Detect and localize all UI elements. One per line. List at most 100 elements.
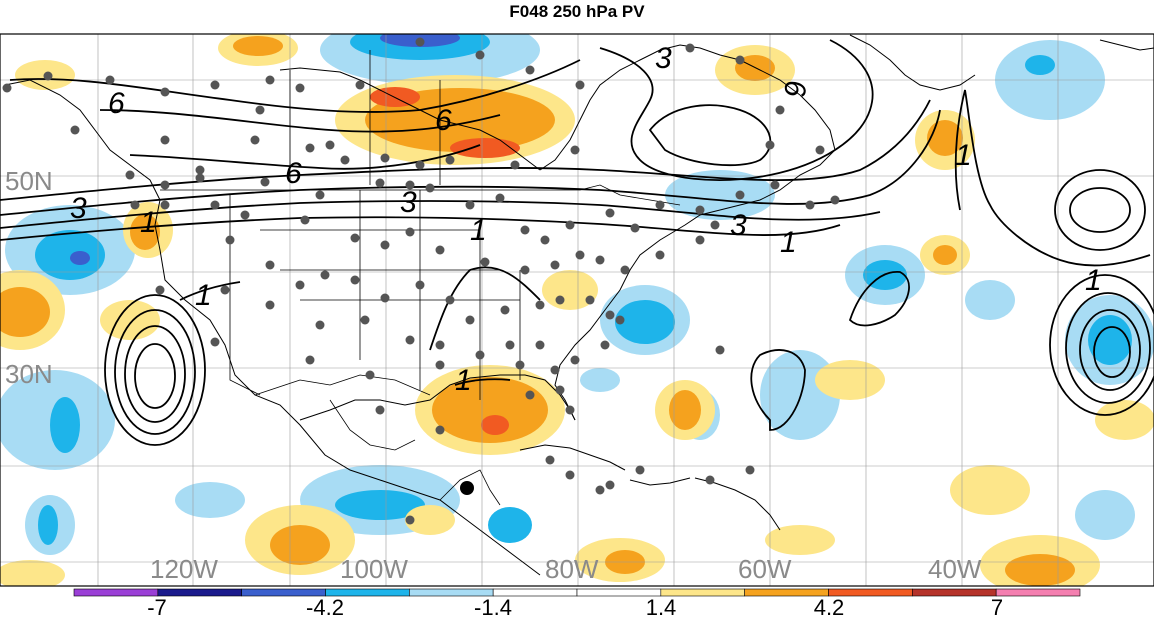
colorbar-label: -7 [147,595,167,619]
contour-label: 1 [140,206,157,239]
station-marker [250,135,260,145]
station-marker [525,390,535,400]
pv-blob-neg [1088,315,1132,365]
pv-contour [0,216,841,241]
station-marker [830,195,840,205]
station-marker [575,80,585,90]
station-marker [695,235,705,245]
station-marker [735,55,745,65]
pv-blob-pos [815,360,885,400]
lat-label-50n: 50N [5,166,53,196]
station-marker [155,285,165,295]
station-marker [360,315,370,325]
station-marker [43,71,53,81]
pv-contour [104,294,206,446]
station-marker [435,245,445,255]
station-marker [315,320,325,330]
pv-blob-neg [580,368,620,392]
station-marker [735,190,745,200]
colorbar-segment [995,588,1081,597]
station-marker [520,225,530,235]
pv-contour [0,109,941,216]
station-marker [405,515,415,525]
station-marker [355,80,365,90]
pv-blob-pos [100,300,160,340]
pv-contour [1093,326,1131,378]
colorbar-labels: -7 -4.2 -1.4 1.4 4.2 7 [147,595,1003,619]
pv-blob-neg [1025,55,1055,75]
station-markers [2,37,840,525]
station-marker [260,177,270,187]
pv-contour [454,378,511,386]
contour-label: 6 [435,104,452,137]
contour-label: 3 [400,186,417,219]
colorbar-segment [157,588,242,597]
station-marker [375,178,385,188]
station-marker [715,345,725,355]
pv-contour [648,104,772,167]
station-marker [600,340,610,350]
contour-labels: 6 6 6 6 3 3 3 3 1 1 1 1 1 1 1 [70,42,1102,397]
pv-contour [599,39,874,181]
map-plot-area: 6 6 6 6 3 3 3 3 1 1 1 1 1 1 1 50N 30N 12… [0,34,1154,586]
colorbar-label: 4.2 [814,595,845,619]
station-marker [265,260,275,270]
pv-contours [0,39,1154,446]
station-marker [305,355,315,365]
contour-label: 1 [195,279,212,312]
pv-blob-neg [615,300,675,344]
pv-contour [134,343,176,409]
station-marker [535,340,545,350]
station-marker [620,265,630,275]
pv-blob-pos [432,377,548,443]
highlight-station-marker [460,481,474,495]
station-marker [635,465,645,475]
station-marker [525,65,535,75]
station-marker [240,210,250,220]
station-marker [495,193,505,203]
station-marker [775,105,785,115]
station-marker [685,43,695,53]
pv-blob-pos [270,525,330,565]
station-marker [415,37,425,47]
contour-label: 3 [730,209,747,242]
station-marker [705,475,715,485]
pv-blob-pos [669,390,701,430]
station-marker [375,405,385,415]
station-marker [565,220,575,230]
contour-label: 1 [780,226,797,259]
lon-label-100w: 100W [340,554,408,584]
station-marker [210,80,220,90]
pv-blob-pos [1005,554,1075,586]
colorbar-segment [912,588,997,597]
colorbar-label: 1.4 [646,595,677,619]
pv-contour [0,99,931,201]
contour-label: 6 [108,87,125,120]
station-marker [405,180,415,190]
station-marker [575,250,585,260]
pv-blob-pos [1095,400,1154,440]
pv-contour [848,271,910,327]
station-marker [105,75,115,85]
station-marker [265,75,275,85]
pv-blob-pos [450,138,520,158]
station-marker [550,365,560,375]
station-marker [805,200,815,210]
lon-label-120w: 120W [150,554,218,584]
pv-blob-neg [488,507,532,543]
station-marker [815,145,825,155]
pv-blob-neg [50,397,80,453]
lon-label-80w: 80W [545,554,599,584]
pv-blob-neg [70,251,90,265]
pv-shading [0,34,1154,586]
colorbar [73,588,1081,597]
station-marker [295,280,305,290]
contour-label: 1 [955,139,972,172]
pv-blob-pos [0,287,50,337]
pv-contour [750,349,806,431]
station-marker [255,105,265,115]
pv-blob-pos [0,560,65,586]
station-marker [565,405,575,415]
station-marker [765,140,775,150]
lat-labels: 50N 30N [5,166,53,389]
